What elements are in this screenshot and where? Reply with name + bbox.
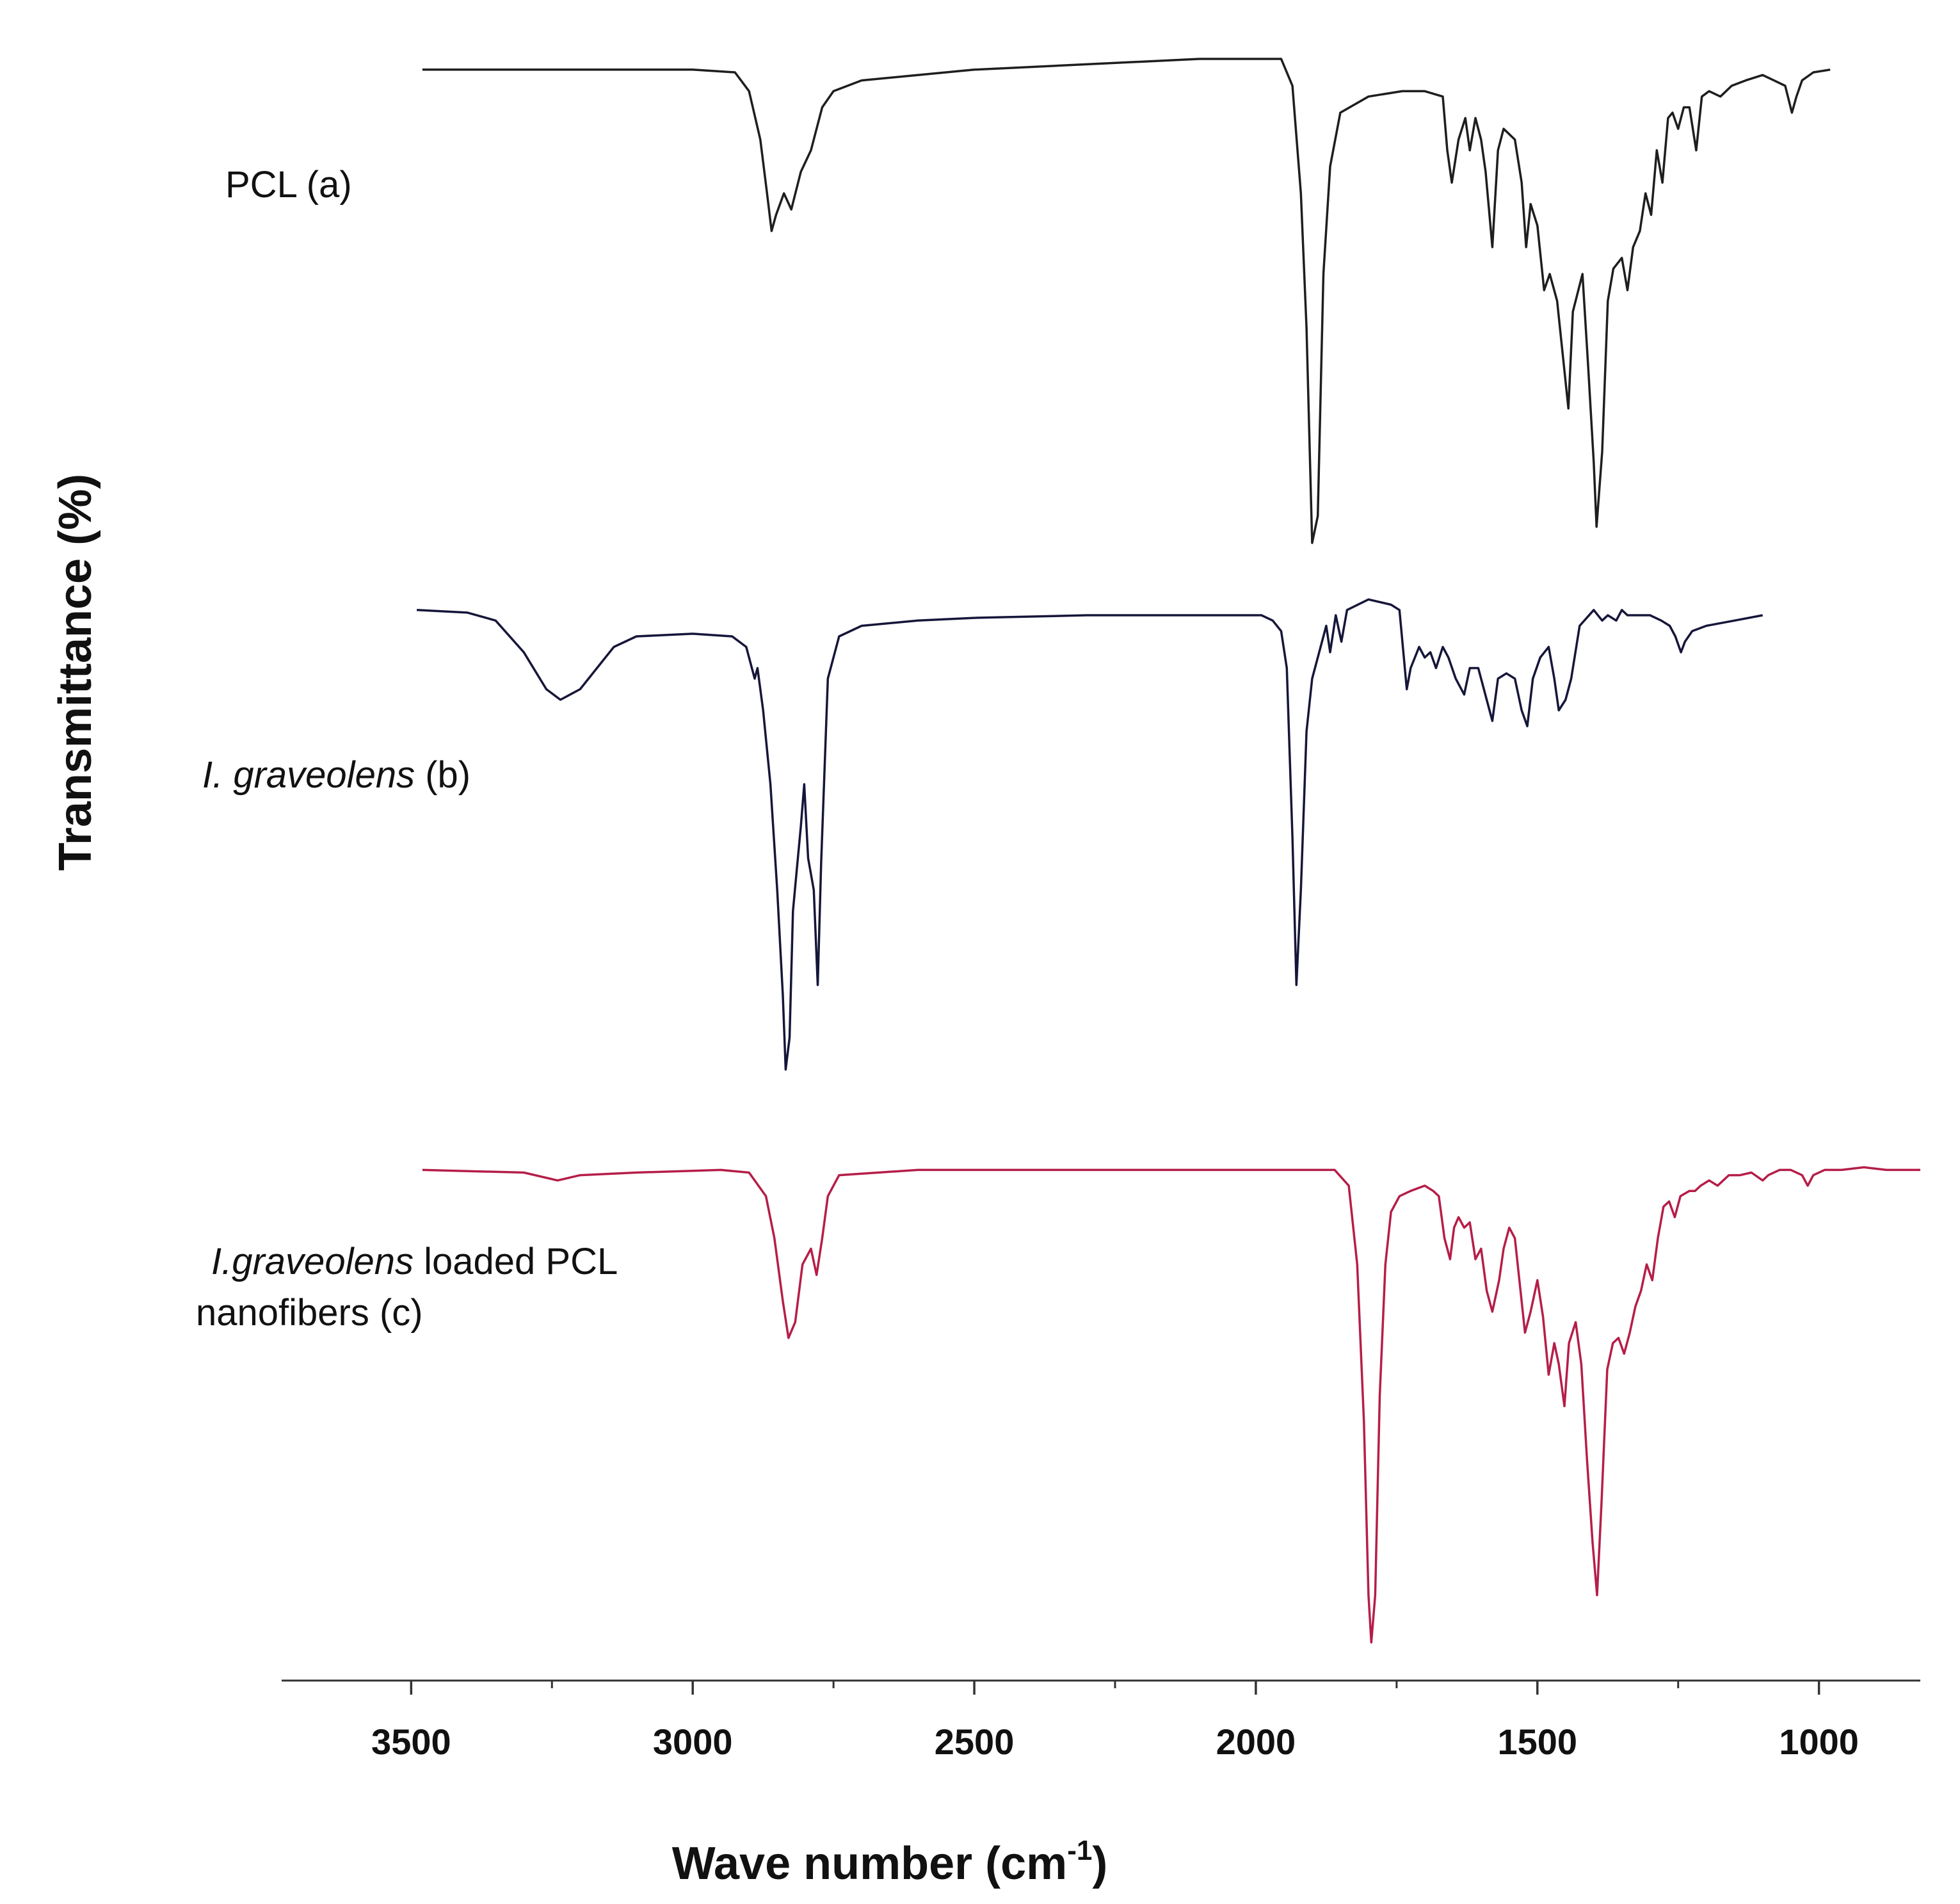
x-axis-title: Wave number (cm-1) — [672, 1835, 1108, 1889]
x-axis: 3500 3000 2500 2000 1500 1000 — [282, 1679, 1920, 1762]
plot-area — [417, 58, 1920, 1644]
series-label-loaded-pcl-line2: nanofibers (c) — [196, 1292, 423, 1334]
x-tick-label-3000: 3000 — [653, 1722, 733, 1762]
x-axis-title-superscript: -1 — [1067, 1835, 1092, 1866]
x-minor-ticks — [550, 1681, 1680, 1688]
series-label-i-graveolens-b-species: I. graveolens — [202, 754, 415, 796]
series-label-loaded-pcl-species: I.graveolens — [211, 1241, 414, 1282]
series-line-loaded-pcl-nanofibers-c — [422, 1166, 1920, 1644]
x-axis-title-main: Wave number (cm — [672, 1838, 1067, 1889]
series-label-loaded-pcl-line1: I.graveolens loaded PCL — [211, 1241, 618, 1282]
series-line-i-graveolens-b — [417, 598, 1763, 1071]
series-label-pcl-a: PCL (a) — [225, 164, 352, 206]
series-label-i-graveolens-b: I. graveolens (b) — [202, 754, 470, 796]
x-tick-label-2000: 2000 — [1216, 1722, 1296, 1762]
x-tick-label-3500: 3500 — [371, 1722, 451, 1762]
x-axis-title-close: ) — [1092, 1838, 1107, 1889]
x-tick-label-2500: 2500 — [935, 1722, 1015, 1762]
x-tick-label-1000: 1000 — [1779, 1722, 1859, 1762]
series-line-pcl-a — [422, 58, 1831, 544]
series-label-pcl-a-text: PCL (a) — [225, 164, 352, 206]
x-tick-labels: 3500 3000 2500 2000 1500 1000 — [371, 1722, 1859, 1762]
x-major-ticks — [410, 1681, 1820, 1695]
series-label-i-graveolens-b-suffix: (b) — [415, 754, 470, 796]
series-label-loaded-pcl-suffix: loaded PCL — [414, 1241, 618, 1282]
x-tick-label-1500: 1500 — [1497, 1722, 1577, 1762]
y-axis-title: Transmittance (%) — [50, 474, 101, 871]
